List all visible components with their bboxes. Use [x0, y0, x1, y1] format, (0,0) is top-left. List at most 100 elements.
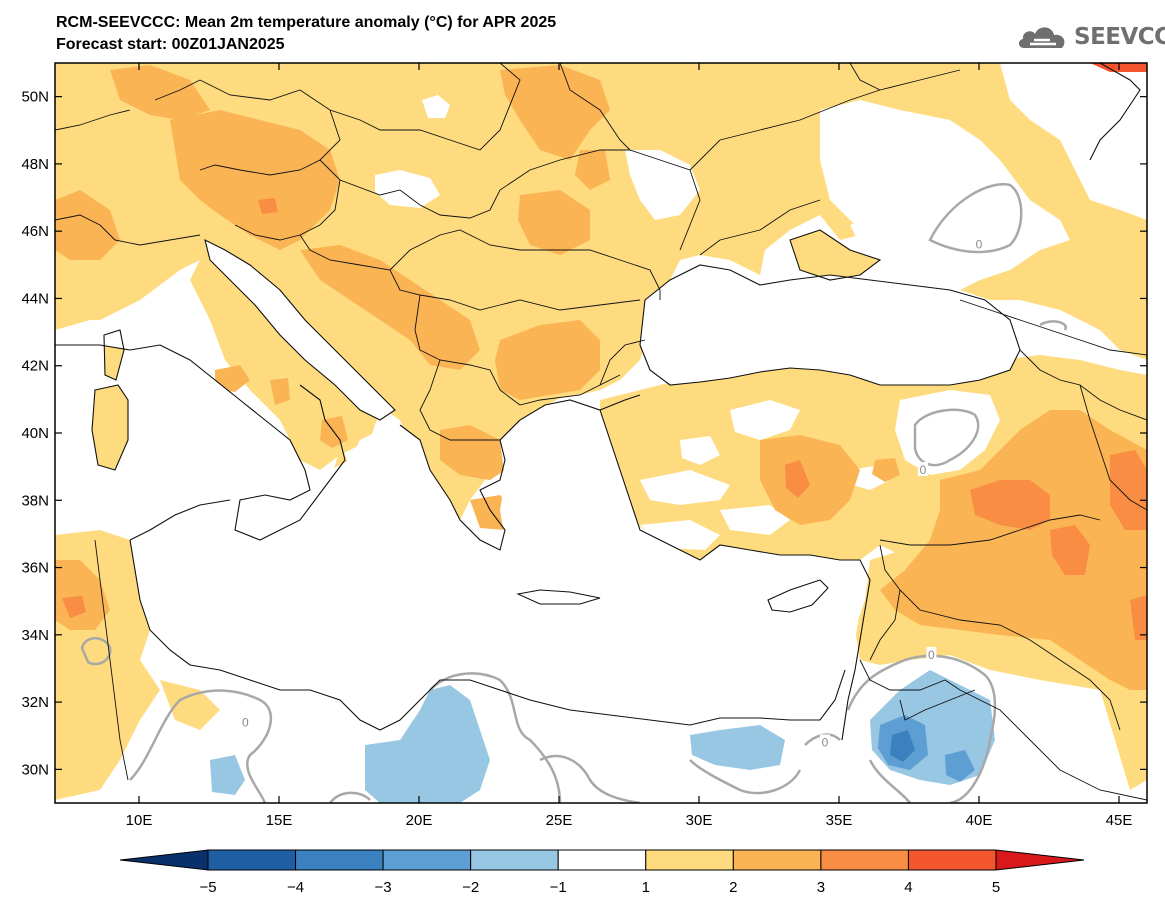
sea-black: [640, 265, 1020, 385]
anomaly-1-2-libya: [160, 680, 220, 730]
anomaly-2-3-bulgaria: [495, 320, 600, 400]
anomaly-neutral-anatolia-7: [680, 436, 720, 465]
anomaly-2-3-west: [55, 190, 120, 260]
lon-tick-label: 35E: [826, 812, 853, 829]
sea-mediterranean: [130, 425, 862, 730]
lat-tick-label: 42N: [21, 358, 49, 375]
contour-label-bg: [918, 462, 928, 476]
anomaly-2-3-slovakia: [575, 150, 610, 190]
sea-aegean: [500, 400, 660, 580]
anomaly-2-3-germany: [110, 65, 210, 120]
anomaly-2-3-romania: [518, 190, 590, 255]
colorbar-swatch: [382, 849, 472, 871]
lon-tick-label: 40E: [966, 812, 993, 829]
colorbar: −5 −4 −3 −2 −1 1 2 3 4 5: [119, 849, 1085, 896]
contour-label: 0: [976, 238, 983, 252]
contour-label: 0: [920, 463, 927, 477]
latitude-axis: 50N 48N 46N 44N 42N 40N 38N 36N 34N 32N 30N: [21, 89, 1147, 778]
colorbar-tick-label: 1: [642, 879, 650, 896]
colorbar-swatch: [207, 849, 297, 871]
colorbar-swatch: [732, 849, 822, 871]
anomaly-m3-m4-jordan: [890, 730, 915, 762]
longitude-axis: 10E 15E 20E 25E 30E 35E 40E 45E: [126, 63, 1133, 829]
map-title: RCM-SEEVCCC: Mean 2m temperature anomaly…: [56, 14, 557, 31]
colorbar-tick-label: 2: [729, 879, 737, 896]
colorbar-tick-label: 5: [992, 879, 1000, 896]
colorbar-tick-label: −5: [199, 879, 216, 896]
colorbar-tick-label: 4: [904, 879, 912, 896]
anomaly-2-3-turkey-small: [872, 458, 900, 482]
contour-label-bg: [926, 647, 937, 661]
sea-ligurian: [55, 320, 160, 350]
lat-tick-label: 30N: [21, 761, 49, 778]
anomaly-m1-m2-cyrenaica: [365, 685, 490, 803]
contour-label: 0: [822, 735, 829, 749]
logo-text: SEEVCCC: [1074, 24, 1165, 50]
map-area: [55, 63, 1147, 803]
lat-tick-label: 32N: [21, 694, 49, 711]
anomaly-2-3-crete-west: [270, 378, 290, 405]
contour-label: 0: [242, 715, 249, 729]
anomaly-neutral-anatolia-1: [730, 400, 800, 440]
colorbar-swatch: [295, 849, 384, 871]
colorbar-under-triangle: [119, 849, 209, 871]
anomaly-3-4-turkey: [785, 460, 810, 498]
cloud-icon: [1018, 27, 1065, 48]
contour-label-bg: [240, 714, 251, 729]
anomaly-neutral-anatolia-3: [640, 520, 720, 550]
contour-labels: 0 0 0 0 0: [240, 236, 984, 749]
lat-tick-label: 44N: [21, 290, 49, 307]
anomaly-3-4-iraq: [1050, 525, 1090, 575]
colorbar-tick-label: −4: [287, 879, 304, 896]
anomaly-1-2-italy: [190, 240, 380, 470]
anomaly-neutral-anatolia-2: [640, 470, 730, 505]
lon-tick-label: 20E: [406, 812, 433, 829]
anomaly-m1-m2-libya-west: [210, 755, 245, 795]
anomaly-1-2-crimea: [790, 230, 880, 280]
colorbar-swatch: [820, 849, 909, 871]
lat-tick-label: 46N: [21, 223, 49, 240]
contour-label: 0: [928, 648, 935, 662]
seevccc-logo: SEEVCCC: [1016, 20, 1165, 54]
colorbar-swatch: [557, 849, 647, 871]
anomaly-neutral-rus-ne: [1000, 63, 1147, 220]
coastlines: [55, 63, 1141, 741]
forecast-start: Forecast start: 00Z01JAN2025: [56, 36, 285, 53]
contour-label-bg: [974, 236, 984, 251]
colorbar-swatch: [907, 849, 997, 871]
anomaly-3-4-south: [1130, 595, 1147, 640]
lon-tick-label: 25E: [546, 812, 573, 829]
lon-tick-label: 45E: [1106, 812, 1133, 829]
anomaly-neutral-anatolia-5: [895, 390, 1000, 475]
anomaly-3-4-austria: [258, 198, 278, 214]
anomaly-neutral-hungary: [375, 170, 440, 208]
colorbar-swatch: [470, 849, 559, 871]
colorbar-tick-label: −2: [462, 879, 479, 896]
lat-tick-label: 50N: [21, 89, 49, 106]
colorbar-tick-label: 3: [817, 879, 825, 896]
anomaly-neutral-anatolia-4: [720, 505, 790, 535]
anomaly-2-3-balkans: [300, 245, 480, 370]
anomaly-m1-m2-egypt: [690, 725, 785, 770]
colorbar-over-triangle: [995, 849, 1085, 871]
sea-tyrrhenian: [128, 350, 305, 510]
colorbar-tick-label: −1: [550, 879, 567, 896]
anomaly-2-3-greece: [440, 425, 505, 480]
lat-tick-label: 36N: [21, 560, 49, 577]
colorbar-swatch: [645, 849, 734, 871]
sea-azov: [850, 215, 940, 255]
anomaly-2-3-alps: [170, 110, 340, 250]
lon-tick-label: 10E: [126, 812, 153, 829]
anomaly-neutral-czech: [422, 95, 450, 118]
lat-tick-label: 40N: [21, 425, 49, 442]
lat-tick-label: 48N: [21, 156, 49, 173]
anomaly-3-4-east: [970, 480, 1050, 530]
sea-adriatic: [205, 240, 395, 420]
lat-tick-label: 34N: [21, 627, 49, 644]
anomaly-2-3-east: [880, 410, 1147, 690]
zero-contours: [80, 183, 1068, 803]
contour-label-bg: [820, 734, 830, 749]
anomaly-3-4-iran: [1110, 450, 1147, 530]
colorbar-tick-label: −3: [375, 879, 392, 896]
